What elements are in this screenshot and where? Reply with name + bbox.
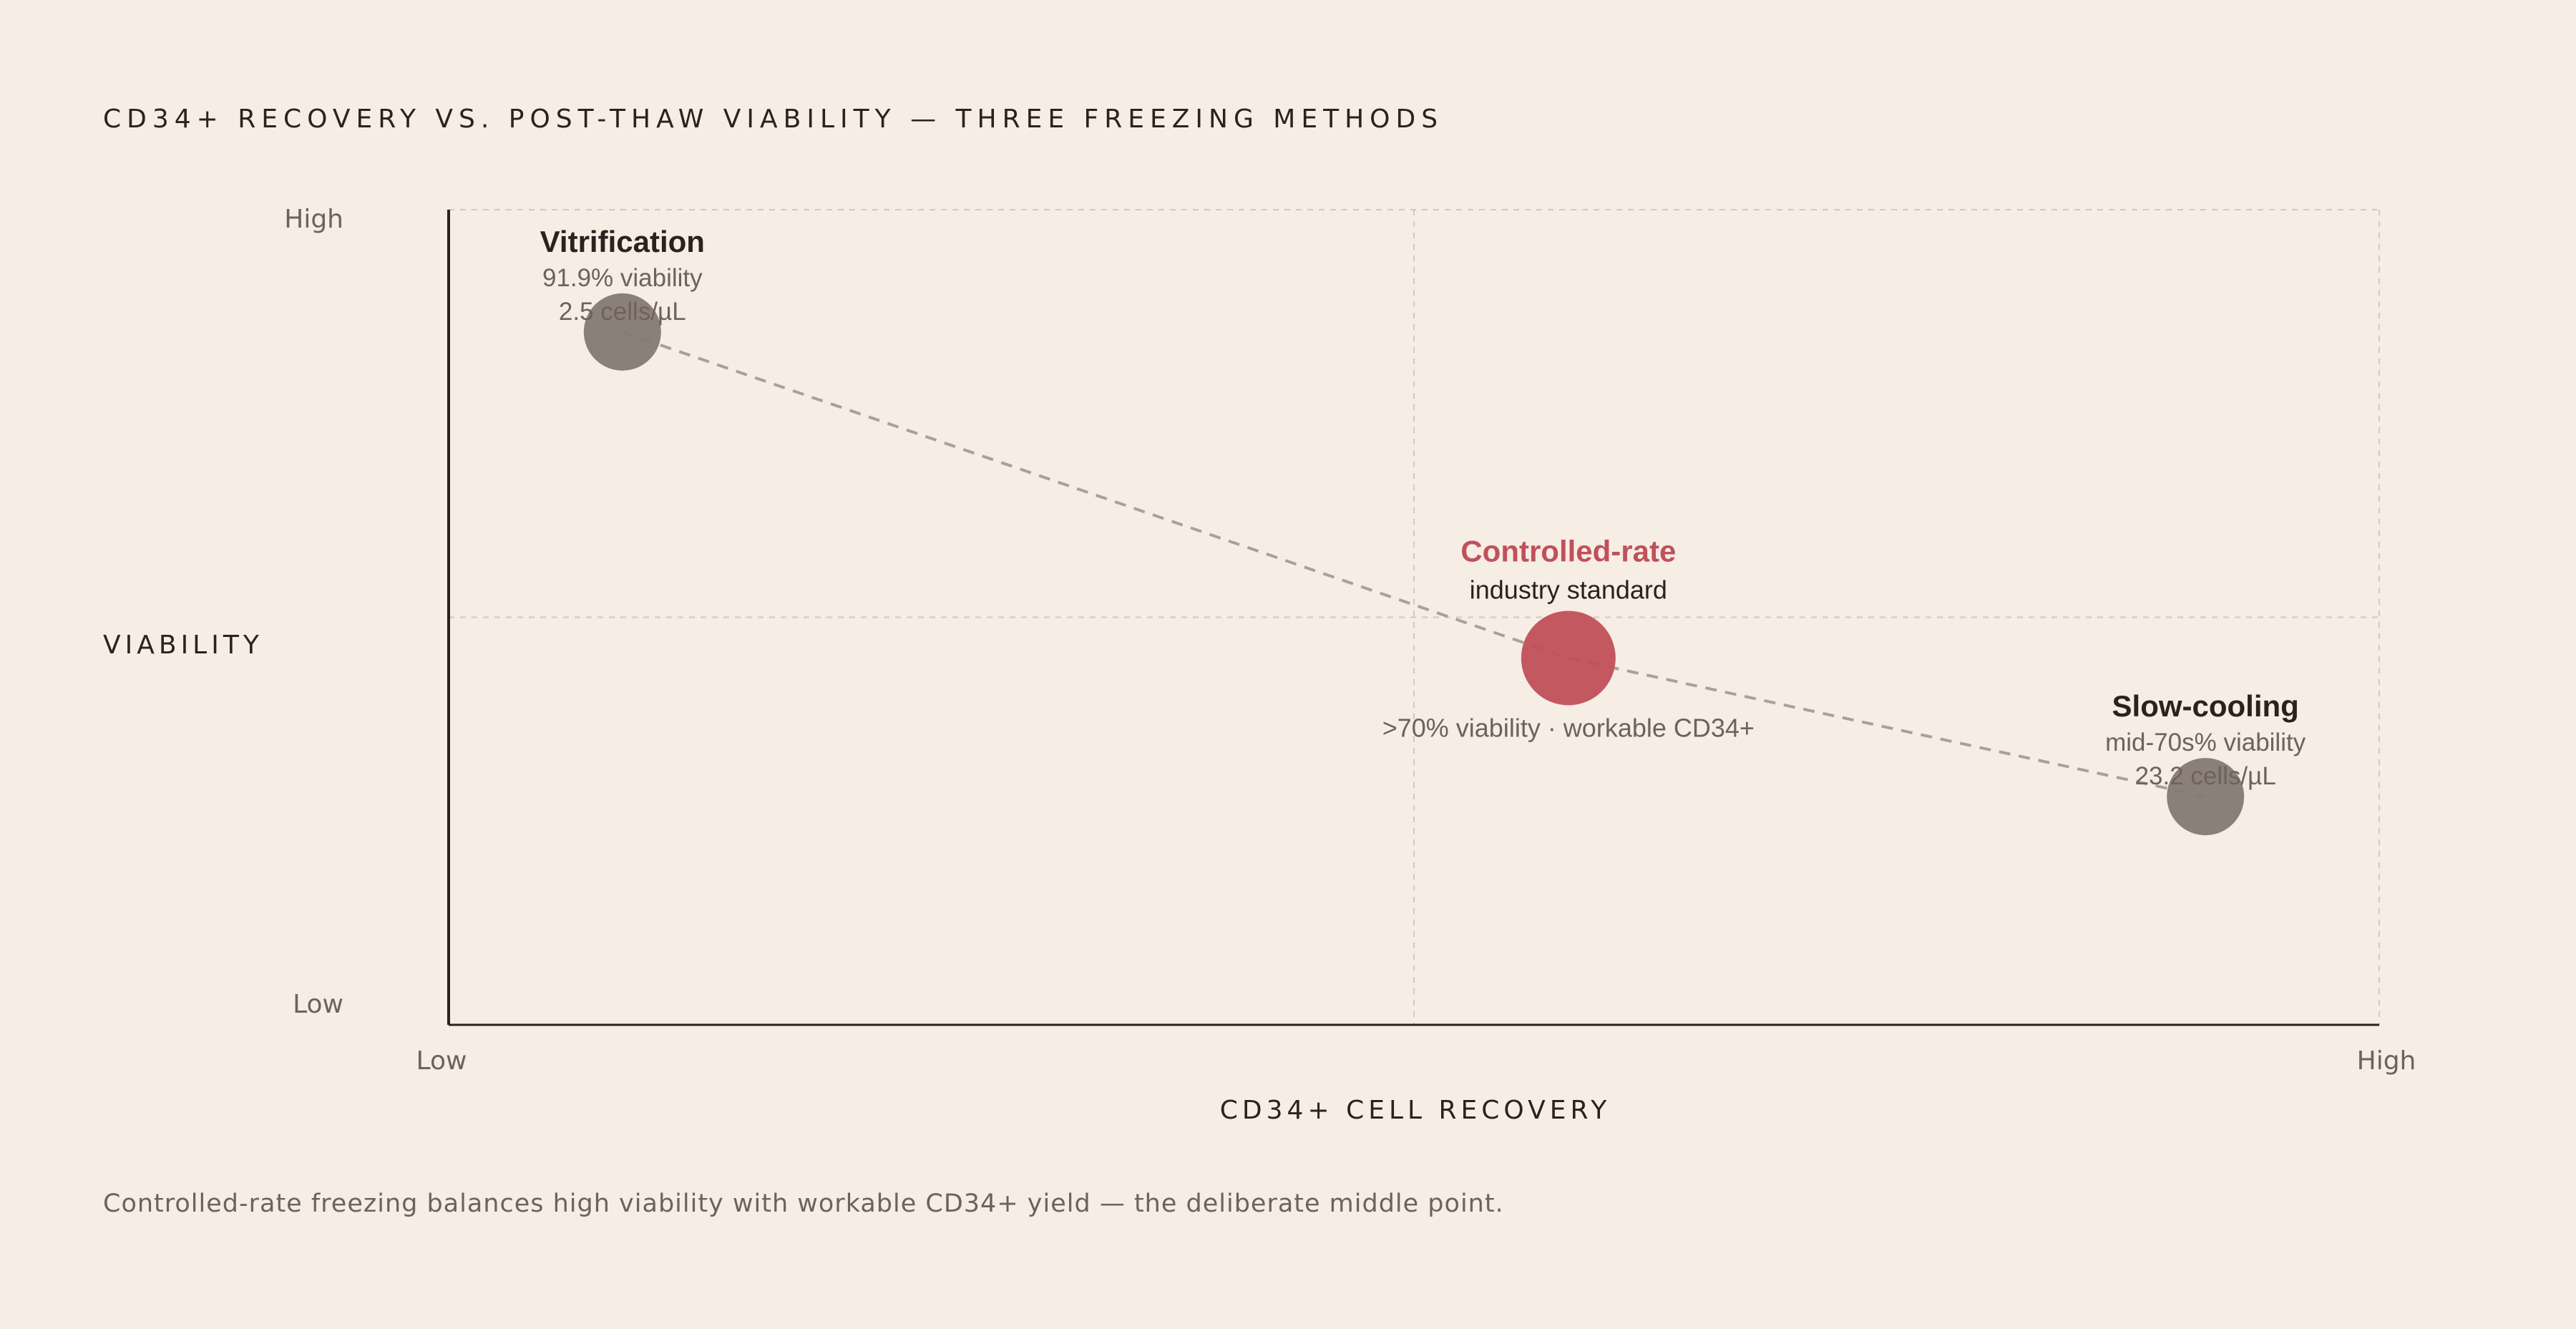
data-point-slow-cooling bbox=[2167, 758, 2245, 836]
data-point-controlled-rate bbox=[1521, 610, 1616, 706]
axes bbox=[447, 210, 2379, 1026]
connector-segment bbox=[1568, 656, 2206, 799]
point-detail-controlled-rate: >70% viability · workable CD34+ bbox=[1382, 713, 1755, 742]
point-detail-2-slow-cooling: 23.2 cells/µL bbox=[2135, 762, 2276, 790]
y-tick-high: High bbox=[284, 205, 343, 234]
x-axis-title: CD34+ CELL RECOVERY bbox=[1220, 1096, 1611, 1125]
chart-title: CD34+ RECOVERY VS. POST-THAW VIABILITY —… bbox=[103, 104, 1444, 134]
point-detail-vitrification: 91.9% viability bbox=[542, 264, 703, 292]
point-tag-controlled-rate: industry standard bbox=[1470, 575, 1667, 604]
y-axis-title: VIABILITY bbox=[103, 631, 263, 660]
grid-lines bbox=[449, 209, 2380, 1025]
data-points bbox=[583, 293, 2245, 836]
x-tick-low: Low bbox=[416, 1046, 467, 1076]
point-label-slow-cooling: Slow-cooling bbox=[2112, 689, 2299, 723]
tick-labels: High Low Low High CD34+ CELL RECOVERY VIABILI… bbox=[103, 205, 2416, 1125]
point-detail-slow-cooling: mid-70s% viability bbox=[2105, 729, 2306, 756]
data-point-vitrification bbox=[583, 293, 661, 371]
point-label-controlled-rate: Controlled-rate bbox=[1460, 534, 1676, 568]
point-detail-2-vitrification: 2.5 cells/µL bbox=[559, 298, 686, 326]
point-label-vitrification: Vitrification bbox=[540, 225, 705, 258]
connector-lines bbox=[622, 330, 2206, 799]
point-labels: Vitrification 91.9% viability 2.5 cells/µL… bbox=[540, 225, 2306, 790]
chart-caption: Controlled-rate freezing balances high v… bbox=[103, 1189, 1504, 1218]
connector-segment bbox=[622, 330, 1569, 660]
x-tick-high: High bbox=[2357, 1046, 2416, 1076]
y-tick-low: Low bbox=[293, 990, 343, 1019]
